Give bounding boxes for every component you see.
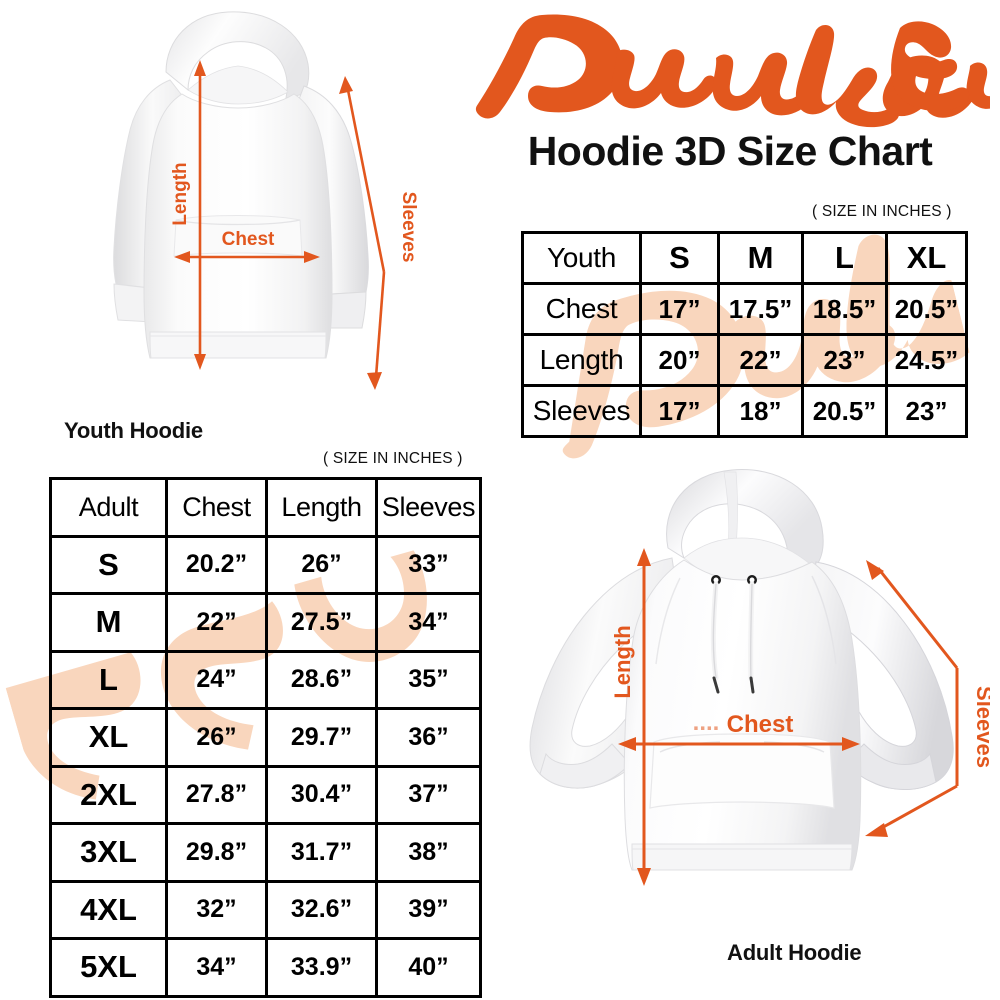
- table-row: 4XL 32” 32.6” 39”: [49, 879, 482, 940]
- adult-chest-label: Chest: [727, 711, 794, 738]
- youth-length-m: 22”: [717, 333, 804, 387]
- table-row: Sleeves 17” 18” 20.5” 23”: [521, 384, 968, 438]
- adult-length-4xl: 32.6”: [265, 879, 378, 940]
- adult-col-header-length: Length: [265, 477, 378, 538]
- table-row-header: Youth S M L XL: [521, 231, 968, 285]
- adult-length-label: Length: [610, 625, 635, 698]
- youth-row-label-chest: Chest: [521, 282, 642, 336]
- youth-size-header-xl: XL: [885, 231, 968, 285]
- adult-sleeves-label: Sleeves: [972, 686, 990, 768]
- adult-size-4xl: 4XL: [49, 879, 168, 940]
- adult-sleeves-2xl: 37”: [375, 764, 482, 825]
- youth-sleeves-label: Sleeves: [398, 192, 419, 263]
- adult-sleeves-l: 35”: [375, 649, 482, 710]
- adult-col-header-chest: Chest: [165, 477, 268, 538]
- adult-sleeves-3xl: 38”: [375, 822, 482, 883]
- youth-length-label: Length: [170, 162, 191, 225]
- youth-sleeve-arrow-lower: [374, 271, 386, 378]
- adult-sleeves-xl: 36”: [375, 707, 482, 768]
- youth-row-label-sleeves: Sleeves: [521, 384, 642, 438]
- adult-length-xl: 29.7”: [265, 707, 378, 768]
- table-row: 3XL 29.8” 31.7” 38”: [49, 822, 482, 883]
- youth-chest-m: 17.5”: [717, 282, 804, 336]
- svg-text:....: ....: [693, 709, 720, 736]
- adult-size-3xl: 3XL: [49, 822, 168, 883]
- youth-length-xl: 24.5”: [885, 333, 968, 387]
- adult-hoodie-illustration: Length Chest .... Sleeves: [520, 452, 990, 930]
- youth-chest-s: 17”: [639, 282, 720, 336]
- youth-length-s: 20”: [639, 333, 720, 387]
- brand-logo: [470, 8, 990, 128]
- adult-col-header-size: Adult: [49, 477, 168, 538]
- youth-chest-xl: 20.5”: [885, 282, 968, 336]
- adult-sleeves-m: 34”: [375, 592, 482, 653]
- youth-sleeves-s: 17”: [639, 384, 720, 438]
- adult-length-m: 27.5”: [265, 592, 378, 653]
- table-row: Length 20” 22” 23” 24.5”: [521, 333, 968, 387]
- table-row: L 24” 28.6” 35”: [49, 649, 482, 710]
- adult-chest-l: 24”: [165, 649, 268, 710]
- youth-sleeves-xl: 23”: [885, 384, 968, 438]
- adult-size-s: S: [49, 534, 168, 595]
- adult-length-s: 26”: [265, 534, 378, 595]
- adult-chest-4xl: 32”: [165, 879, 268, 940]
- adult-sleeves-5xl: 40”: [375, 937, 482, 998]
- youth-length-l: 23”: [801, 333, 888, 387]
- table-row-header: Adult Chest Length Sleeves: [49, 477, 482, 538]
- table-row: 2XL 27.8” 30.4” 37”: [49, 764, 482, 825]
- adult-sleeves-4xl: 39”: [375, 879, 482, 940]
- adult-length-l: 28.6”: [265, 649, 378, 710]
- adult-size-xl: XL: [49, 707, 168, 768]
- adult-size-unit-note: ( SIZE IN INCHES ): [323, 450, 463, 467]
- youth-row-label-length: Length: [521, 333, 642, 387]
- youth-sleeves-m: 18”: [717, 384, 804, 438]
- youth-size-table: Youth S M L XL Chest 17” 17.5” 18.5” 20.…: [521, 231, 968, 438]
- youth-size-header-l: L: [801, 231, 888, 285]
- adult-size-table: Adult Chest Length Sleeves S 20.2” 26” 3…: [49, 477, 482, 998]
- adult-chest-m: 22”: [165, 592, 268, 653]
- adult-size-m: M: [49, 592, 168, 653]
- adult-chest-2xl: 27.8”: [165, 764, 268, 825]
- table-row: S 20.2” 26” 33”: [49, 534, 482, 595]
- adult-size-2xl: 2XL: [49, 764, 168, 825]
- youth-size-header-s: S: [639, 231, 720, 285]
- adult-length-2xl: 30.4”: [265, 764, 378, 825]
- youth-corner-label: Youth: [521, 231, 642, 285]
- table-row: Chest 17” 17.5” 18.5” 20.5”: [521, 282, 968, 336]
- adult-sleeves-s: 33”: [375, 534, 482, 595]
- adult-size-5xl: 5XL: [49, 937, 168, 998]
- table-row: M 22” 27.5” 34”: [49, 592, 482, 653]
- adult-size-l: L: [49, 649, 168, 710]
- table-row: XL 26” 29.7” 36”: [49, 707, 482, 768]
- adult-col-header-sleeves: Sleeves: [375, 477, 482, 538]
- youth-sleeve-arrow-upper: [346, 89, 386, 273]
- adult-hoodie-caption: Adult Hoodie: [727, 940, 862, 965]
- adult-chest-5xl: 34”: [165, 937, 268, 998]
- table-row: 5XL 34” 33.9” 40”: [49, 937, 482, 998]
- youth-chest-label: Chest: [222, 229, 275, 250]
- youth-hoodie-caption: Youth Hoodie: [64, 418, 203, 443]
- youth-size-header-m: M: [717, 231, 804, 285]
- youth-chest-l: 18.5”: [801, 282, 888, 336]
- youth-hoodie-illustration: Length Chest Sleeves: [58, 2, 458, 422]
- adult-sleeve-arrow-lower: [877, 784, 958, 832]
- youth-size-unit-note: ( SIZE IN INCHES ): [812, 203, 952, 220]
- adult-chest-3xl: 29.8”: [165, 822, 268, 883]
- adult-sleeve-arrow-upper: [876, 567, 959, 669]
- adult-length-3xl: 31.7”: [265, 822, 378, 883]
- adult-chest-s: 20.2”: [165, 534, 268, 595]
- youth-sleeves-l: 20.5”: [801, 384, 888, 438]
- adult-length-5xl: 33.9”: [265, 937, 378, 998]
- page-title: Hoodie 3D Size Chart: [527, 128, 933, 174]
- adult-chest-xl: 26”: [165, 707, 268, 768]
